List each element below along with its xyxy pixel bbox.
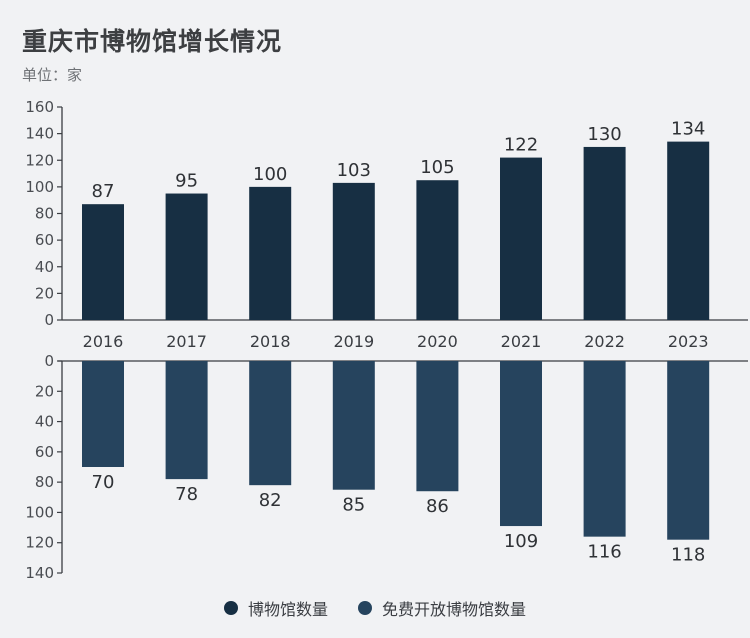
bar-museums <box>249 186 292 320</box>
x-category-label: 2023 <box>668 332 709 351</box>
x-category-label: 2020 <box>417 332 458 351</box>
top-y-tick-label: 20 <box>35 284 54 302</box>
bar-free-museums <box>667 361 710 540</box>
legend-item-museums: 博物馆数量 <box>223 596 328 620</box>
data-label-museums: 87 <box>92 181 115 202</box>
bottom-y-tick-label: 20 <box>35 382 54 400</box>
bar-free-museums <box>165 361 208 480</box>
chart-legend: 博物馆数量 免费开放博物馆数量 <box>0 596 750 620</box>
bottom-y-tick-label: 100 <box>25 503 54 521</box>
bar-museums <box>416 180 459 320</box>
data-label-free-museums: 86 <box>426 496 449 517</box>
x-category-label: 2016 <box>83 332 124 351</box>
bar-free-museums <box>249 361 292 486</box>
data-label-free-museums: 85 <box>342 495 365 516</box>
bar-museums <box>667 141 710 320</box>
data-label-free-museums: 118 <box>671 545 705 566</box>
legend-swatch-free-museums <box>358 601 372 615</box>
bar-museums <box>583 146 626 320</box>
legend-label-free-museums: 免费开放博物馆数量 <box>382 600 527 619</box>
data-label-free-museums: 109 <box>504 531 538 552</box>
data-label-museums: 122 <box>504 135 538 156</box>
bar-free-museums <box>332 361 375 490</box>
data-label-free-museums: 78 <box>175 484 198 505</box>
top-y-tick-label: 80 <box>35 205 54 223</box>
data-label-free-museums: 82 <box>259 490 282 511</box>
bar-museums <box>165 193 208 320</box>
legend-swatch-museums <box>223 601 238 615</box>
top-y-tick-label: 0 <box>44 311 54 329</box>
x-category-label: 2018 <box>250 332 291 351</box>
x-category-label: 2021 <box>501 332 542 351</box>
bar-museums <box>82 204 124 320</box>
data-label-museums: 100 <box>253 164 287 185</box>
bar-free-museums <box>583 361 626 537</box>
bar-museums <box>500 157 542 320</box>
bottom-y-tick-label: 0 <box>44 352 54 370</box>
legend-label-museums: 博物馆数量 <box>247 600 328 619</box>
chart-unit: 单位：家 <box>22 66 83 84</box>
data-label-museums: 103 <box>337 160 371 181</box>
bar-free-museums <box>416 361 459 492</box>
bottom-y-tick-label: 120 <box>25 534 54 552</box>
data-label-free-museums: 116 <box>587 542 621 563</box>
top-y-tick-label: 120 <box>25 151 54 169</box>
bar-free-museums <box>82 361 124 467</box>
bottom-y-tick-label: 80 <box>35 473 54 491</box>
top-y-tick-label: 100 <box>25 178 54 196</box>
top-y-tick-label: 40 <box>35 258 54 276</box>
x-category-label: 2019 <box>333 332 374 351</box>
bottom-y-tick-label: 140 <box>25 564 54 582</box>
bar-free-museums <box>500 361 542 527</box>
top-y-tick-label: 140 <box>25 125 54 143</box>
bar-museums <box>332 182 375 320</box>
data-label-museums: 95 <box>175 171 198 192</box>
bottom-y-tick-label: 40 <box>35 413 54 431</box>
mirrored-bar-chart: 0 20 40 60 80 100 120 140 160 0 20 40 60 80 100 120 140 2… <box>25 98 748 582</box>
x-category-label: 2017 <box>166 332 207 351</box>
top-y-tick-label: 160 <box>25 98 54 116</box>
bottom-y-tick-label: 60 <box>35 443 54 461</box>
top-y-tick-label: 60 <box>35 231 54 249</box>
chart-title: 重庆市博物馆增长情况 <box>22 27 283 56</box>
data-label-museums: 134 <box>671 119 705 140</box>
legend-item-free-museums: 免费开放博物馆数量 <box>358 596 526 620</box>
data-label-museums: 130 <box>587 124 621 145</box>
data-label-museums: 105 <box>420 157 454 178</box>
data-label-free-museums: 70 <box>92 472 115 493</box>
x-category-label: 2022 <box>584 332 625 351</box>
